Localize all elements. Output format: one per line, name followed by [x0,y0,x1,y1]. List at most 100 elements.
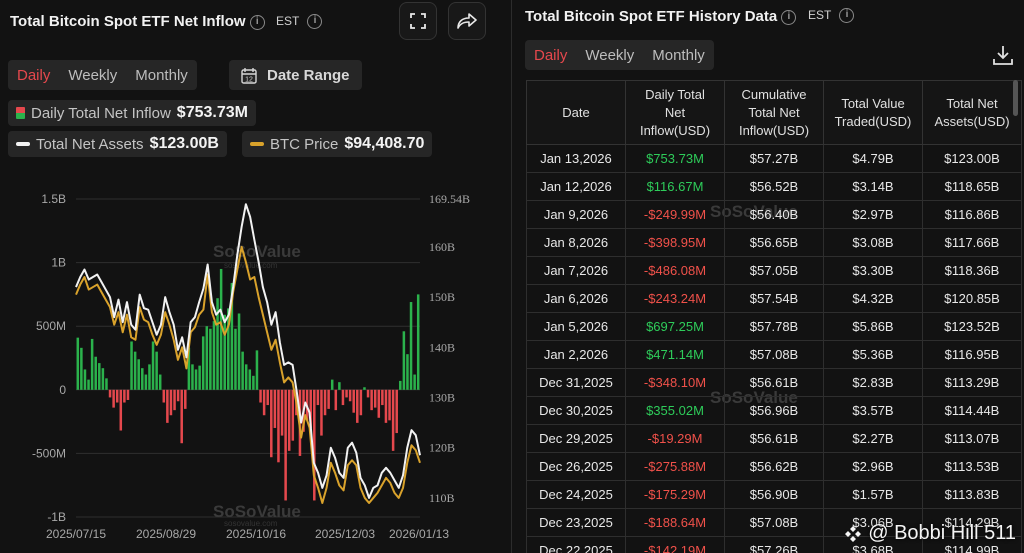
inflow-bar[interactable] [212,321,216,390]
inflow-bar[interactable] [309,389,312,428]
col-total-net-assets[interactable]: Total Net Assets(USD) [922,80,1022,145]
inflow-bar[interactable] [320,389,323,436]
inflow-bar[interactable] [80,347,83,390]
inflow-bar[interactable] [176,389,180,402]
inflow-bar[interactable] [126,389,130,400]
inflow-bar[interactable] [359,389,363,416]
inflow-bar[interactable] [76,337,80,390]
table-row[interactable]: Jan 12,2026 $116.67M $56.52B $3.14B $118.65B [526,172,1022,201]
inflow-bar[interactable] [130,341,133,390]
inflow-bar[interactable] [259,389,262,403]
inflow-bar[interactable] [105,378,108,390]
inflow-bar[interactable] [87,379,90,390]
inflow-bar[interactable] [391,389,395,451]
info-icon[interactable]: i [307,14,323,30]
inflow-bar[interactable] [234,328,237,390]
inflow-bar[interactable] [273,389,277,428]
inflow-bar[interactable] [334,389,338,411]
col-cumulative-net-inflow[interactable]: Cumulative Total Net Inflow(USD) [724,80,824,145]
inflow-bar[interactable] [119,389,123,431]
tab-daily[interactable]: Daily [534,46,568,64]
inflow-bar[interactable] [370,389,373,411]
table-row[interactable]: Dec 24,2025 -$175.29M $56.90B $1.57B $113.83… [526,480,1022,509]
inflow-bar[interactable] [209,328,212,390]
inflow-bar[interactable] [262,389,266,416]
inflow-bar[interactable] [277,389,280,463]
inflow-bar[interactable] [205,326,209,390]
inflow-bar[interactable] [83,369,87,390]
inflow-bar[interactable] [402,331,406,390]
inflow-bar[interactable] [191,364,194,390]
inflow-bar[interactable] [373,389,377,408]
tab-monthly[interactable]: Monthly [135,66,188,84]
timezone-selector[interactable]: EST i [276,14,323,30]
inflow-bar[interactable] [94,356,97,390]
inflow-bar[interactable] [327,389,330,409]
inflow-bar[interactable] [323,389,327,416]
tab-daily[interactable]: Daily [17,66,51,84]
inflow-bar[interactable] [187,347,191,390]
inflow-bar[interactable] [155,351,158,390]
inflow-bar[interactable] [356,389,359,423]
inflow-bar[interactable] [381,389,384,406]
table-row[interactable]: Jan 6,2026 -$243.24M $57.54B $4.32B $120.85B [526,284,1022,313]
info-icon[interactable]: i [839,8,855,24]
table-scrollbar[interactable] [1013,80,1018,116]
info-icon[interactable]: i [781,9,797,25]
inflow-bar[interactable] [266,389,269,406]
inflow-bar[interactable] [115,389,119,403]
inflow-bar[interactable] [123,389,126,403]
inflow-bar[interactable] [270,389,273,458]
info-icon[interactable]: i [249,14,265,30]
col-total-value-traded[interactable]: Total Value Traded(USD) [823,80,923,145]
share-button[interactable] [448,2,486,40]
inflow-bar[interactable] [241,351,244,390]
inflow-bar[interactable] [133,351,137,390]
inflow-bar[interactable] [148,364,151,390]
inflow-bar[interactable] [352,389,355,413]
table-row[interactable]: Jan 7,2026 -$486.08M $57.05B $3.30B $118.36B [526,256,1022,285]
table-row[interactable]: Jan 8,2026 -$398.95M $56.65B $3.08B $117.66B [526,228,1022,257]
table-row[interactable]: Jan 5,2026 $697.25M $57.78B $5.86B $123.52B [526,312,1022,341]
date-range-button[interactable]: 12 Date Range [229,60,362,90]
col-date[interactable]: Date [526,80,626,145]
inflow-bar[interactable] [416,294,420,390]
inflow-bar[interactable] [406,354,409,390]
tab-weekly[interactable]: Weekly [68,66,118,84]
btc-price-line[interactable] [75,245,421,504]
inflow-bar[interactable] [384,389,388,423]
inflow-bar[interactable] [395,389,398,434]
tab-weekly[interactable]: Weekly [585,46,635,64]
inflow-bar[interactable] [280,389,284,436]
inflow-bar[interactable] [180,389,183,444]
inflow-bar[interactable] [248,369,252,390]
inflow-bar[interactable] [201,336,205,390]
inflow-bar[interactable] [184,389,187,409]
inflow-bar[interactable] [151,341,155,390]
inflow-bar[interactable] [316,389,320,406]
table-row[interactable]: Jan 2,2026 $471.14M $57.08B $5.36B $116.95B [526,340,1022,369]
table-row[interactable]: Dec 26,2025 -$275.88M $56.62B $2.96B $113.53… [526,452,1022,481]
inflow-bar[interactable] [237,313,241,390]
inflow-bar[interactable] [137,359,140,390]
inflow-bar[interactable] [413,374,416,390]
inflow-bar[interactable] [399,380,402,390]
net-inflow-chart[interactable]: SoSoValue sosovalue.com SoSoValue sosova… [0,180,505,553]
inflow-bar[interactable] [227,308,230,390]
inflow-bar[interactable] [223,314,226,390]
timezone-selector[interactable]: EST i [808,8,855,24]
fullscreen-button[interactable] [399,2,437,40]
inflow-bar[interactable] [348,389,352,402]
table-row[interactable]: Dec 23,2025 -$188.64M $57.08B $3.06B $114.29… [526,508,1022,537]
col-daily-net-inflow[interactable]: Daily Total Net Inflow(USD) [625,80,725,145]
table-row[interactable]: Dec 31,2025 -$348.10M $56.61B $2.83B $113.29… [526,368,1022,397]
inflow-bar[interactable] [345,389,348,398]
inflow-bar[interactable] [338,382,341,390]
inflow-bar[interactable] [141,368,144,390]
net-assets-line[interactable] [75,203,421,499]
inflow-bar[interactable] [169,389,173,416]
download-button[interactable] [992,44,1014,71]
inflow-bar[interactable] [284,389,287,501]
inflow-bar[interactable] [330,379,334,390]
inflow-bar[interactable] [158,374,162,390]
